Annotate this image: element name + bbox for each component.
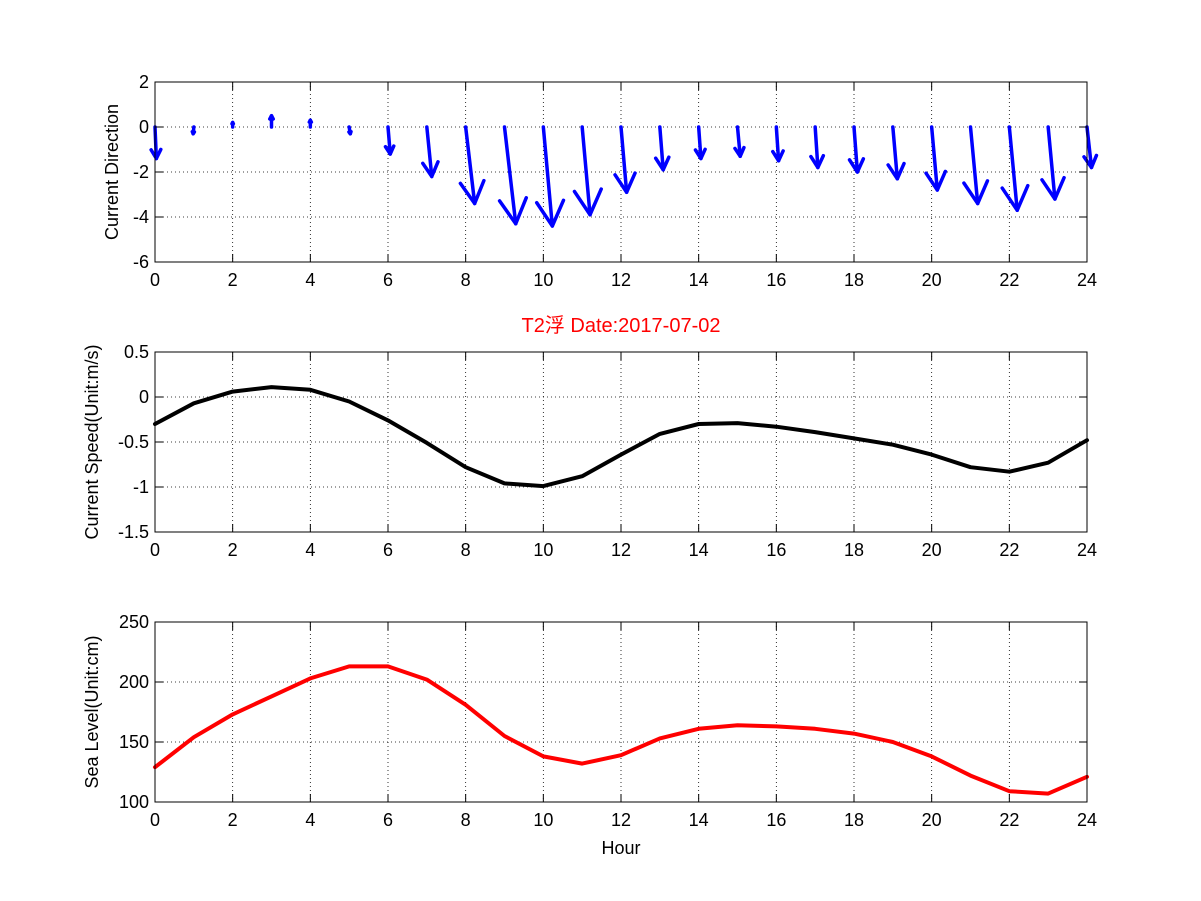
current-arrow [771, 125, 785, 163]
y-tick-label: -4 [133, 207, 149, 227]
current-arrow [847, 125, 866, 174]
current-arrow [421, 125, 440, 179]
grid-lines [155, 352, 1087, 532]
current-arrow [190, 125, 197, 136]
x-tick-label: 16 [766, 810, 786, 830]
x-tick-label: 0 [150, 270, 160, 290]
x-tick-label: 14 [689, 810, 709, 830]
y-tick-label: -1 [133, 477, 149, 497]
x-tick-label: 20 [922, 540, 942, 560]
x-tick-label: 2 [228, 270, 238, 290]
current-arrow [733, 125, 746, 158]
y-tick-label: -2 [133, 162, 149, 182]
x-tick-label: 8 [461, 810, 471, 830]
x-tick-label: 2 [228, 540, 238, 560]
x-tick-label: 24 [1077, 810, 1097, 830]
current-arrow [653, 125, 671, 172]
x-tick-label: 12 [611, 270, 631, 290]
current-arrow [347, 125, 353, 136]
x-tick-label: 4 [305, 810, 315, 830]
x-tick-label: 2 [228, 810, 238, 830]
y-tick-label: 0 [139, 387, 149, 407]
x-tick-label: 14 [689, 270, 709, 290]
current-speed-panel: T2浮 Date:2017-07-02 0 2 4 6 8 10 12 14 16 18 20 22 2… [82, 314, 1097, 560]
y-tick-label: -0.5 [118, 432, 149, 452]
x-tick-label: 8 [461, 540, 471, 560]
speed-line [153, 385, 1089, 489]
current-arrow [268, 114, 275, 129]
y-axis-label: Current Speed(Unit:m/s) [82, 344, 102, 539]
y-tick-label: -1.5 [118, 522, 149, 542]
x-tick-label: 8 [461, 270, 471, 290]
x-tick-label: 6 [383, 270, 393, 290]
y-tick-label: 100 [119, 792, 149, 812]
current-arrow [572, 125, 603, 217]
current-arrow [886, 125, 906, 181]
y-tick-label: 2 [139, 72, 149, 92]
y-tick-label: 0.5 [124, 342, 149, 362]
y-tick-label: -6 [133, 252, 149, 272]
current-arrow [383, 125, 396, 156]
x-tick-label: 0 [150, 810, 160, 830]
x-tick-label: 4 [305, 270, 315, 290]
current-arrow [534, 125, 566, 228]
current-arrow [693, 125, 707, 161]
current-arrow [307, 118, 314, 129]
y-tick-label: 200 [119, 672, 149, 692]
current-arrow [809, 125, 826, 170]
current-arrow [1040, 125, 1066, 201]
x-tick-label: 22 [999, 270, 1019, 290]
y-tick-label: 0 [139, 117, 149, 137]
current-arrow [497, 125, 528, 226]
x-tick-label: 18 [844, 270, 864, 290]
y-tick-label: 250 [119, 612, 149, 632]
x-tick-label: 10 [533, 540, 553, 560]
x-tick-label: 14 [689, 540, 709, 560]
x-tick-label: 22 [999, 810, 1019, 830]
x-tick-label: 6 [383, 540, 393, 560]
x-tick-label: 20 [922, 810, 942, 830]
sea-level-line [153, 664, 1089, 796]
x-tick-label: 10 [533, 810, 553, 830]
series-line [153, 664, 1089, 796]
x-tick-label: 0 [150, 540, 160, 560]
grid-lines [155, 622, 1087, 802]
x-tick-label: 18 [844, 810, 864, 830]
y-tick-label: 150 [119, 732, 149, 752]
x-tick-label: 24 [1077, 540, 1097, 560]
x-tick-label: 16 [766, 270, 786, 290]
current-arrow [962, 125, 990, 206]
chart-title: T2浮 Date:2017-07-02 [521, 314, 720, 337]
x-tick-label: 12 [611, 810, 631, 830]
x-tick-label: 16 [766, 540, 786, 560]
x-tick-label: 20 [922, 270, 942, 290]
current-arrow [613, 125, 637, 194]
y-axis-label: Current Direction [102, 104, 122, 240]
current-arrow [924, 125, 948, 192]
x-axis-label: Hour [601, 838, 640, 858]
current-arrow [230, 120, 236, 129]
x-tick-label: 12 [611, 540, 631, 560]
x-tick-label: 24 [1077, 270, 1097, 290]
current-arrow [1000, 125, 1030, 212]
x-tick-label: 10 [533, 270, 553, 290]
x-tick-label: 4 [305, 540, 315, 560]
current-arrow [458, 125, 486, 206]
x-tick-label: 22 [999, 540, 1019, 560]
y-axis-label: Sea Level(Unit:cm) [82, 635, 102, 788]
x-tick-label: 6 [383, 810, 393, 830]
series-line [153, 385, 1089, 489]
quiver-arrows [149, 114, 1099, 228]
axis-ticks: 0 2 4 6 8 10 12 14 16 18 20 22 240.50-0.5-1-1.5 [118, 342, 1097, 560]
x-tick-label: 18 [844, 540, 864, 560]
